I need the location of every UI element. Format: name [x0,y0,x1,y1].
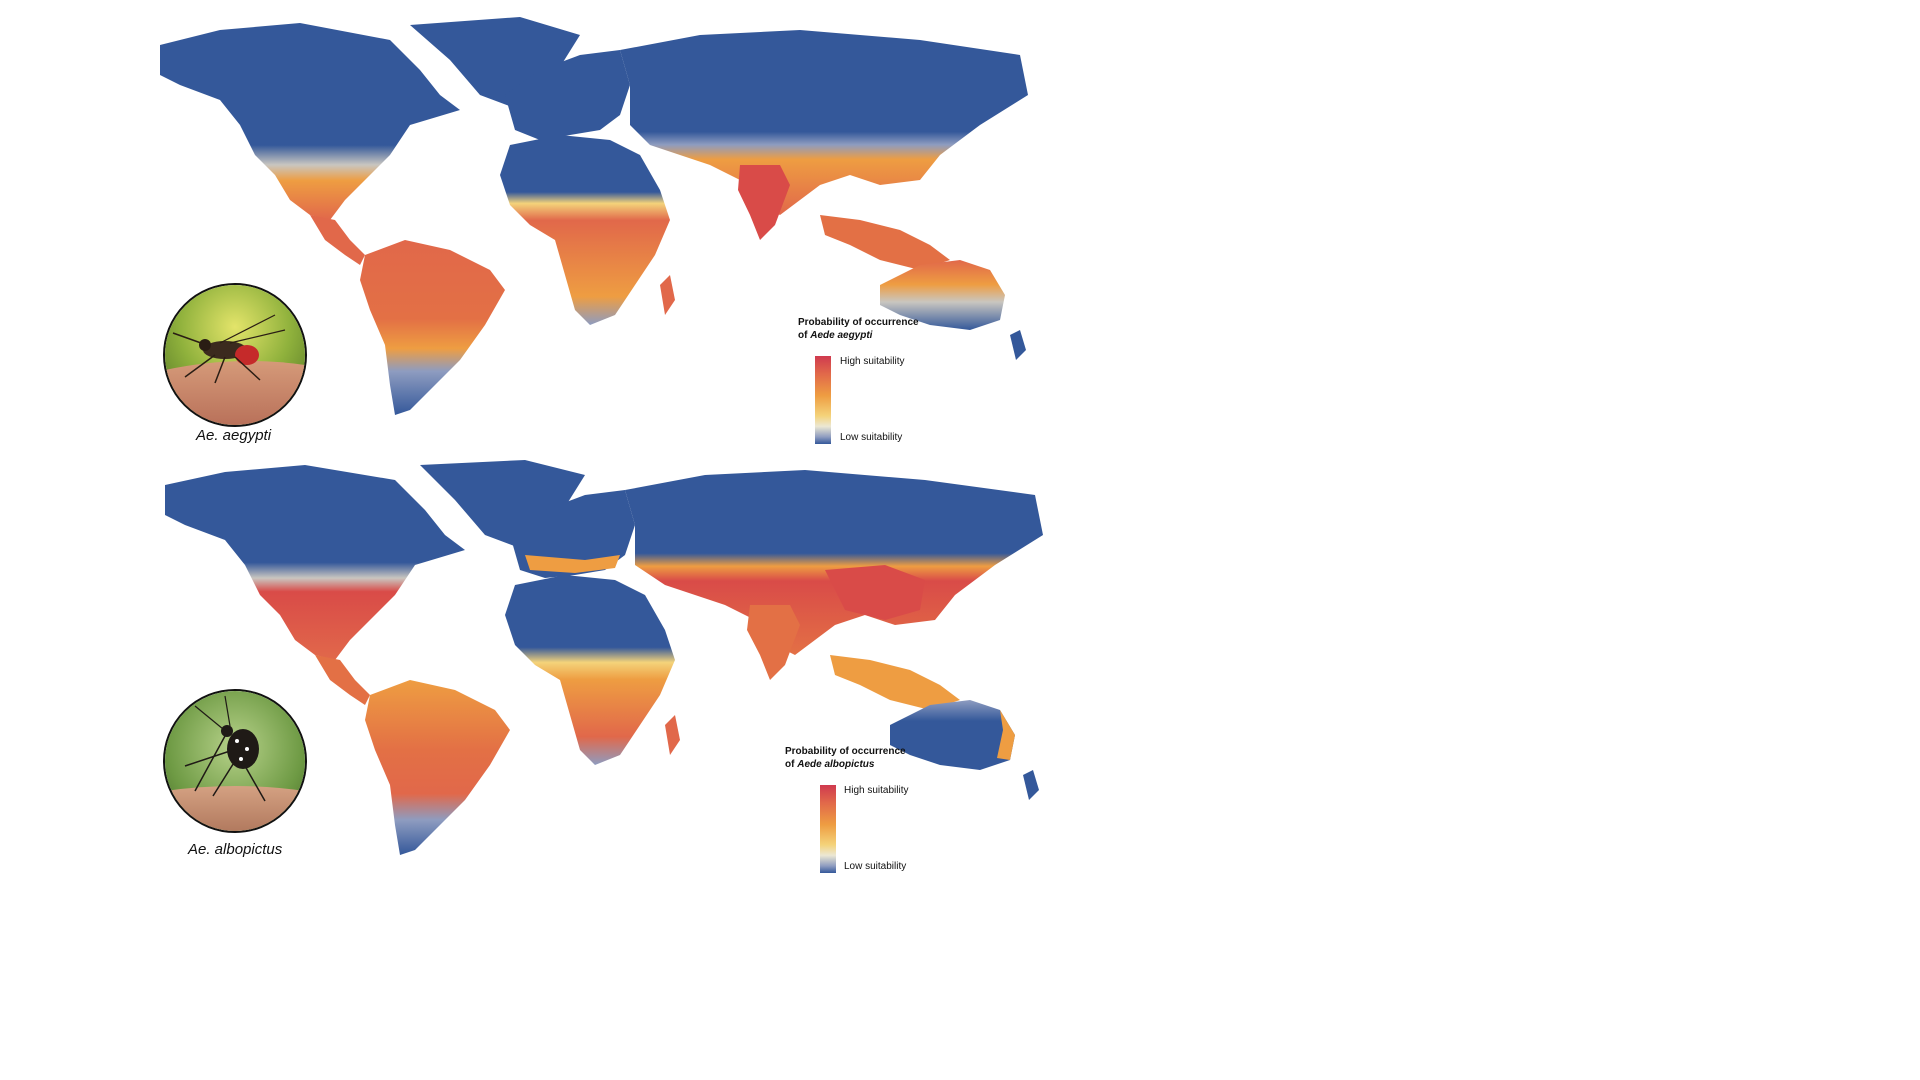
north-america-region [165,465,465,660]
legend-title-line1: Probability of occurrence [785,746,906,757]
legend-high-label: High suitability [840,356,905,367]
india-region [738,165,790,240]
asia-region [620,30,1028,215]
legend-title-prefix: of [798,330,811,341]
aegypti-panel: Ae. aegypti Probability of occurrence of… [0,0,1100,450]
species-label: Ae. aegypti [196,427,272,444]
map-legend: Probability of occurrence of Aede aegypt… [798,316,978,456]
north-america-region [160,23,460,220]
central-america-region [310,215,365,265]
australia-region [880,260,1005,330]
china-region [825,565,925,620]
europe-region [505,50,630,140]
legend-low-label: Low suitability [840,432,903,443]
southeast-asia-islands-region [820,215,950,270]
legend-title-prefix: of [785,759,798,770]
legend-low-label: Low suitability [844,861,907,872]
madagascar-region [665,715,680,755]
new-zealand-region [1010,330,1026,360]
central-america-region [315,655,370,705]
albopictus-suitability-map [165,460,1043,855]
legend-title-line2: of Aede albopictus [785,758,965,771]
legend-title: Probability of occurrence of Aede albopi… [785,745,965,771]
legend-color-bar [820,785,836,873]
species-label: Ae. albopictus [188,841,283,858]
new-zealand-region [1023,770,1039,800]
legend-title-line2: of Aede aegypti [798,329,978,342]
legend-title: Probability of occurrence of Aede aegypt… [798,316,978,342]
legend-title-line1: Probability of occurrence [798,317,919,328]
southeast-asia-islands-region [830,655,960,710]
asia-region [625,470,1043,655]
map-legend: Probability of occurrence of Aede albopi… [785,745,965,885]
australia-region [890,700,1015,770]
aegypti-photo [163,283,307,427]
aegypti-suitability-map [160,17,1028,415]
south-america-region [360,240,505,415]
africa-region [505,575,675,765]
india-region [747,605,800,680]
europe-region [510,490,635,578]
legend-color-bar [815,356,831,444]
legend-high-label: High suitability [844,785,909,796]
south-america-region [365,680,510,855]
albopictus-panel: Ae. albopictus Probability of occurrence… [0,455,1100,885]
albopictus-photo [163,689,307,833]
madagascar-region [660,275,675,315]
africa-region [500,135,670,325]
legend-title-species: Aede albopictus [797,759,875,770]
europe-south-coast [525,555,620,573]
legend-title-species: Aede aegypti [810,330,873,341]
australia-east-coast [997,710,1015,760]
